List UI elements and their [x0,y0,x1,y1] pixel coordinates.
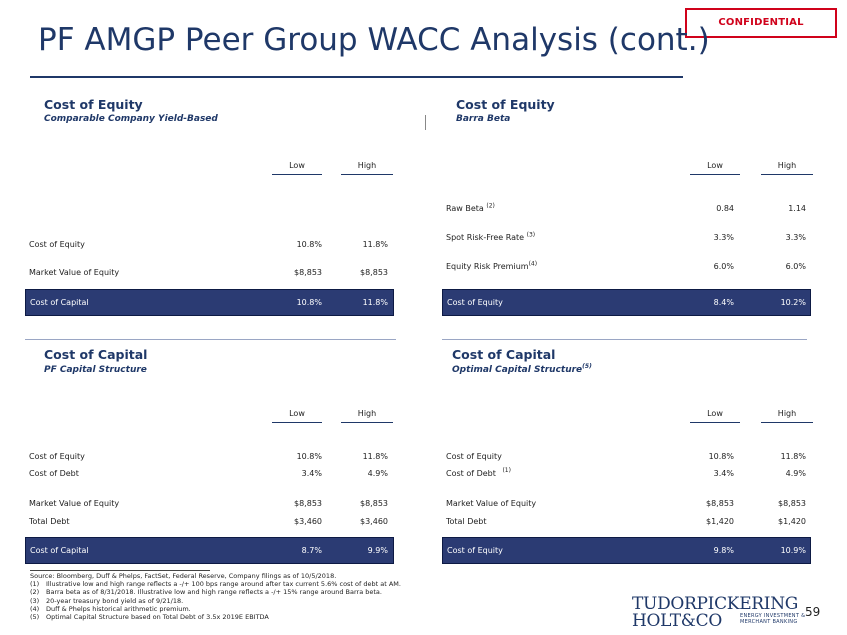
panel2-row-label: Spot Risk-Free Rate (3) [446,231,536,242]
panel3-row-low: 10.8% [296,452,322,461]
panel1-total-label: Cost of Capital [30,298,89,307]
panel2-row-high: 1.14 [788,204,806,213]
panel4-row-high: 11.8% [780,452,806,461]
company-logo-tagline: ENERGY INVESTMENT & MERCHANT BANKING [740,613,806,625]
panel4-total-label: Cost of Equity [447,546,503,555]
panel2-col-high: High [777,161,797,170]
panel1-row-low: $8,853 [294,268,322,277]
footnote: (4) Duff & Phelps historical arithmetic p… [30,604,191,613]
panel4-row-label: Cost of Equity [446,452,502,461]
panel4-row-label: Total Debt [446,517,487,526]
panel3-row-low: 3.4% [301,469,322,478]
panel3-row-low: $8,853 [294,499,322,508]
panel4-row-high: $1,420 [778,517,806,526]
panel4-row-low: 10.8% [708,452,734,461]
section-divider [25,339,396,340]
panel3-total-band: Cost of Capital 8.7% 9.9% [25,537,394,564]
panel1-heading: Cost of Equity [44,97,143,112]
panel3-total-label: Cost of Capital [30,546,89,555]
panel2-col-high-rule [761,174,813,175]
panel1-row-low: 10.8% [296,240,322,249]
panel3-heading: Cost of Capital [44,347,148,362]
panel4-total-low: 9.8% [713,546,734,555]
panel2-total-label: Cost of Equity [447,298,503,307]
panel2-row-label: Raw Beta (2) [446,202,495,213]
panel3-col-high-rule [341,422,393,423]
panel2-col-low: Low [707,161,723,170]
footnotes: Source: Bloomberg, Duff & Phelps, FactSe… [30,572,401,621]
panel4-row-label: Cost of Debt (1) [446,467,511,478]
panel4-heading: Cost of Capital [452,347,556,362]
panel2-heading: Cost of Equity [456,97,555,112]
panel2-col-low-rule [690,174,740,175]
panel1-total-low: 10.8% [296,298,322,307]
panel1-row-high: 11.8% [362,240,388,249]
panel2-row-high: 6.0% [785,262,806,271]
panel3-row-label: Cost of Debt [29,469,79,478]
panel2-row-low: 0.84 [716,204,734,213]
title-rule [30,76,683,78]
company-logo-line2: HOLT&CO [632,611,722,631]
confidential-badge: CONFIDENTIAL [685,8,837,38]
page-title: PF AMGP Peer Group WACC Analysis (cont.) [38,22,710,58]
panel3-total-high: 9.9% [367,546,388,555]
panel4-col-high-rule [761,422,813,423]
panel1-row-label: Market Value of Equity [29,268,120,277]
panel3-col-high: High [357,409,377,418]
footnote: (1) Illustrative low and high range refle… [30,580,401,589]
panel3-subheading: PF Capital Structure [44,365,147,375]
panel1-total-band: Cost of Capital 10.8% 11.8% [25,289,394,316]
panel4-col-high: High [777,409,797,418]
panel2-row-label: Equity Risk Premium(4) [446,260,538,271]
footnote: (2) Barra beta as of 8/31/2018. Illustrat… [30,588,382,597]
panel4-row-low: $8,853 [706,499,734,508]
panel1-col-high: High [357,161,377,170]
panel4-row-high: $8,853 [778,499,806,508]
panel2-total-high: 10.2% [780,298,806,307]
panel2-row-high: 3.3% [785,233,806,242]
panel2-total-low: 8.4% [713,298,734,307]
panel1-row-high: $8,853 [360,268,388,277]
panel3-row-high: 11.8% [362,452,388,461]
footnote: (5) Optimal Capital Structure based on To… [30,613,269,622]
panel3-row-label: Market Value of Equity [29,499,120,508]
panel3-row-high: 4.9% [367,469,388,478]
panel3-total-low: 8.7% [301,546,322,555]
panel2-row-low: 3.3% [713,233,734,242]
panel1-row-label: Cost of Equity [29,240,85,249]
panel3-col-low-rule [272,422,322,423]
footnote-rule [30,570,210,571]
page-number: 59 [805,605,821,619]
panel1-col-low: Low [289,161,305,170]
panel3-row-label: Total Debt [29,517,70,526]
panel4-total-band: Cost of Equity 9.8% 10.9% [442,537,811,564]
panel1-col-low-rule [272,174,322,175]
panel4-subheading: Optimal Capital Structure(5) [452,363,592,376]
panel1-col-high-rule [341,174,393,175]
panel1-total-high: 11.8% [362,298,388,307]
section-divider [442,339,807,340]
panel1-subheading: Comparable Company Yield-Based [44,114,218,124]
panel4-row-low: $1,420 [706,517,734,526]
panel4-col-low: Low [707,409,723,418]
panel4-total-high: 10.9% [780,546,806,555]
panel3-row-high: $3,460 [360,517,388,526]
panel-divider [425,115,426,130]
source-note: Source: Bloomberg, Duff & Phelps, FactSe… [30,572,337,580]
panel3-row-high: $8,853 [360,499,388,508]
footnote: (3) 20-year treasury bond yield as of 9/2… [30,596,184,605]
panel3-row-label: Cost of Equity [29,452,85,461]
panel3-col-low: Low [289,409,305,418]
panel4-row-high: 4.9% [785,469,806,478]
panel2-subheading: Barra Beta [456,114,511,124]
panel3-row-low: $3,460 [294,517,322,526]
company-logo-line1: TUDORPICKERING [632,594,799,614]
panel4-col-low-rule [690,422,740,423]
panel4-row-label: Market Value of Equity [446,499,537,508]
panel2-row-low: 6.0% [713,262,734,271]
panel4-row-low: 3.4% [713,469,734,478]
panel2-total-band: Cost of Equity 8.4% 10.2% [442,289,811,316]
